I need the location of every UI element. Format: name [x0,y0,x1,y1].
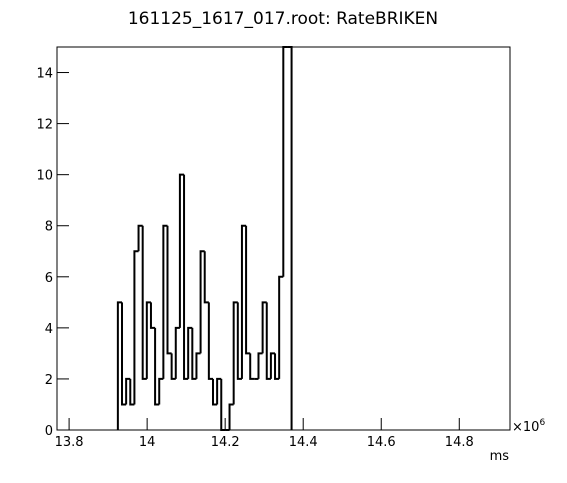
histogram-bin [141,225,147,380]
y-tick-label: 4 [45,322,53,337]
histogram-bin [137,224,143,252]
x-multiplier-base: ×10 [512,420,539,435]
histogram-bin [133,250,139,405]
histogram-bin [162,224,168,379]
histogram-bin [287,46,293,430]
histogram-bin [121,302,127,406]
histogram-bin [236,302,242,380]
histogram-bin [203,251,209,304]
x-multiplier: ×106 [512,418,545,435]
histogram-bin [211,378,218,406]
histogram-bin [178,173,185,328]
histogram-bin [249,353,255,380]
y-tick-label: 8 [45,220,53,235]
y-tick-label: 10 [36,169,53,184]
x-tick-label: 13.8 [55,435,84,450]
histogram-bin [183,174,189,380]
histogram-bin [195,352,201,379]
histogram-bin [191,327,197,380]
chart-title: 161125_1617_017.root: RateBRIKEN [128,9,438,29]
y-tick-label: 0 [45,424,53,439]
histogram-bin [240,224,247,379]
histogram-bin [170,353,176,380]
histogram-bin [187,326,193,379]
histogram-bin [166,225,172,355]
histogram-bin [220,378,226,431]
x-exponent: 6 [539,418,545,428]
y-tick-label: 12 [36,118,53,133]
histogram-bin [207,302,213,380]
x-tick-label: 14 [139,435,156,450]
y-tick-label: 2 [45,373,53,388]
histogram-bin [228,403,234,430]
histogram-bin [278,275,284,379]
x-tick-label: 14.6 [367,435,396,450]
histogram-bin [265,302,271,380]
histogram-bin [174,326,180,379]
histogram-bin [257,352,263,379]
x-axis-label: ms [490,449,510,464]
y-tick-label: 14 [36,67,53,82]
histogram-bin [145,301,151,379]
x-tick-label: 14.4 [289,435,318,450]
x-tick-label: 14.8 [445,435,474,450]
histogram-bin [232,301,238,405]
histogram-bin [199,250,205,354]
histogram-bin [261,301,267,354]
y-tick-label: 6 [45,271,53,286]
histogram-bin [274,353,280,380]
histogram-bin [149,302,156,329]
histogram-bin [116,301,123,430]
histogram-bin [216,377,222,405]
x-tick-label: 14.2 [211,435,240,450]
histogram-bin [269,352,276,379]
histogram-bin [125,377,131,405]
histogram-bin [245,225,251,355]
histogram-bin [129,378,135,406]
histogram-bin [282,46,288,277]
histogram-bin [158,377,164,405]
histogram-bin [154,327,160,406]
